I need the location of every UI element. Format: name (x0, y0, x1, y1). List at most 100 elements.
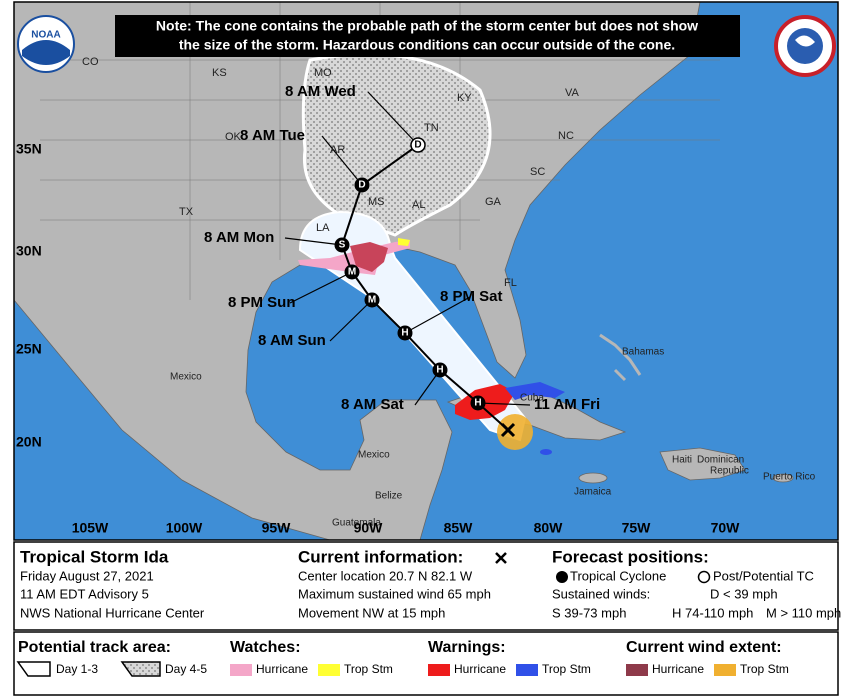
lat-label: 30N (16, 243, 42, 259)
state-label: FL (504, 277, 517, 289)
legend-title: Warnings: (428, 639, 506, 656)
point-letter: M (348, 267, 356, 278)
lon-label: 105W (72, 520, 109, 536)
state-label: AL (412, 199, 425, 211)
point-marker (354, 177, 370, 193)
legend-item: Day 4-5 (165, 662, 207, 676)
legend-swatch (626, 664, 648, 676)
cone-day-4-5 (301, 52, 492, 237)
leader-lines (284, 91, 531, 406)
state-label: OK (225, 131, 242, 143)
current-title: Current information: (298, 547, 463, 566)
state-label: SC (530, 166, 545, 178)
country-label: Belize (375, 491, 403, 502)
map-area: D D S M M H H H CO KS MO KY VA TN NC OK (13, 1, 839, 541)
noaa-logo-wave (22, 40, 70, 65)
land (13, 1, 701, 541)
country-label: Mexico (358, 450, 390, 461)
lon-label: 85W (444, 520, 474, 536)
point-letter: D (414, 140, 421, 151)
forecast-label: 8 AM Wed (285, 83, 356, 100)
country-label: Republic (710, 466, 749, 477)
lat-label: 20N (16, 434, 42, 450)
legend-swatch (120, 661, 161, 677)
state-label: TN (424, 122, 439, 134)
current-position (500, 422, 516, 438)
trop-storm-warning-small (540, 449, 552, 455)
place-labels: CO KS MO KY VA TN NC OK AR SC TX MS AL G… (82, 56, 816, 529)
point-marker (364, 292, 380, 308)
storm-source: NWS National Hurricane Center (20, 605, 205, 620)
wind-class: S 39-73 mph (552, 605, 626, 620)
jamaica (578, 472, 608, 484)
point-marker (397, 325, 413, 341)
lat-label: 25N (16, 341, 42, 357)
legend-item: Trop Stm (344, 662, 393, 676)
hurricane-warning-us (350, 242, 388, 272)
storm-date: Friday August 27, 2021 (20, 568, 154, 583)
winds-title: Sustained winds: (552, 586, 650, 601)
legend-item: Day 1-3 (56, 662, 98, 676)
state-label: MO (314, 67, 332, 79)
tc-icon (556, 571, 568, 583)
wind-extent-ts (497, 414, 533, 450)
lon-label: 70W (711, 520, 741, 536)
forecast-key: Tropical Cyclone (570, 568, 666, 583)
state-label: CO (82, 56, 99, 68)
legend-swatch (16, 661, 51, 677)
legend-item: Hurricane (256, 662, 308, 676)
point-marker (410, 137, 426, 153)
forecast-label: 8 AM Sun (258, 332, 326, 349)
legend-item: Trop Stm (542, 662, 591, 676)
legend-title: Watches: (230, 639, 301, 656)
point-letter: H (436, 365, 443, 376)
point-letter: D (358, 180, 365, 191)
lon-label: 90W (354, 520, 384, 536)
state-label: KY (457, 92, 472, 104)
country-label: Cuba (520, 393, 544, 404)
ptc-icon (697, 570, 711, 584)
bahamas (599, 333, 642, 382)
point-marker (334, 237, 350, 253)
state-label: TX (179, 206, 194, 218)
state-label: NC (558, 130, 574, 142)
legend-swatch (230, 664, 252, 676)
nws-logo-cloud (795, 35, 815, 47)
note-text: the size of the storm. Hazardous conditi… (179, 37, 675, 53)
trop-storm-watch (398, 238, 410, 246)
forecast-label: 11 AM Fri (534, 396, 600, 413)
state-label: MS (368, 196, 385, 208)
point-marker (470, 395, 486, 411)
state-label: AR (330, 144, 345, 156)
info-box (13, 541, 839, 631)
forecast-label: 8 PM Sun (228, 294, 296, 311)
info-panel: Tropical Storm Ida Friday August 27, 202… (13, 541, 841, 631)
point-letter: S (339, 240, 346, 251)
forecast-key: Post/Potential TC (713, 568, 814, 583)
legend-title: Potential track area: (18, 639, 171, 656)
hispaniola (659, 447, 746, 481)
current-line: Center location 20.7 N 82.1 W (298, 568, 473, 583)
legend-item: Hurricane (652, 662, 704, 676)
wind-class: M > 110 mph (766, 605, 841, 620)
forecast-label: 8 AM Sat (341, 396, 404, 413)
legend-swatch (428, 664, 450, 676)
state-label: LA (316, 222, 330, 234)
country-label: Puerto Rico (763, 472, 816, 483)
forecast-label: 8 PM Sat (440, 288, 503, 305)
point-marker (432, 362, 448, 378)
legend-item: Trop Stm (740, 662, 789, 676)
country-label: Mexico (170, 372, 202, 383)
legend-swatch (714, 664, 736, 676)
forecast-label: 8 AM Tue (240, 127, 305, 144)
puerto-rico (772, 473, 794, 483)
point-marker (344, 264, 360, 280)
current-line: Maximum sustained wind 65 mph (298, 586, 491, 601)
lon-label: 75W (622, 520, 652, 536)
point-letter: H (474, 398, 481, 409)
forecast-points: D D S M M H H H (334, 137, 516, 438)
legend-title: Current wind extent: (626, 639, 782, 656)
note-box (115, 15, 740, 57)
trop-storm-warning (505, 382, 565, 400)
